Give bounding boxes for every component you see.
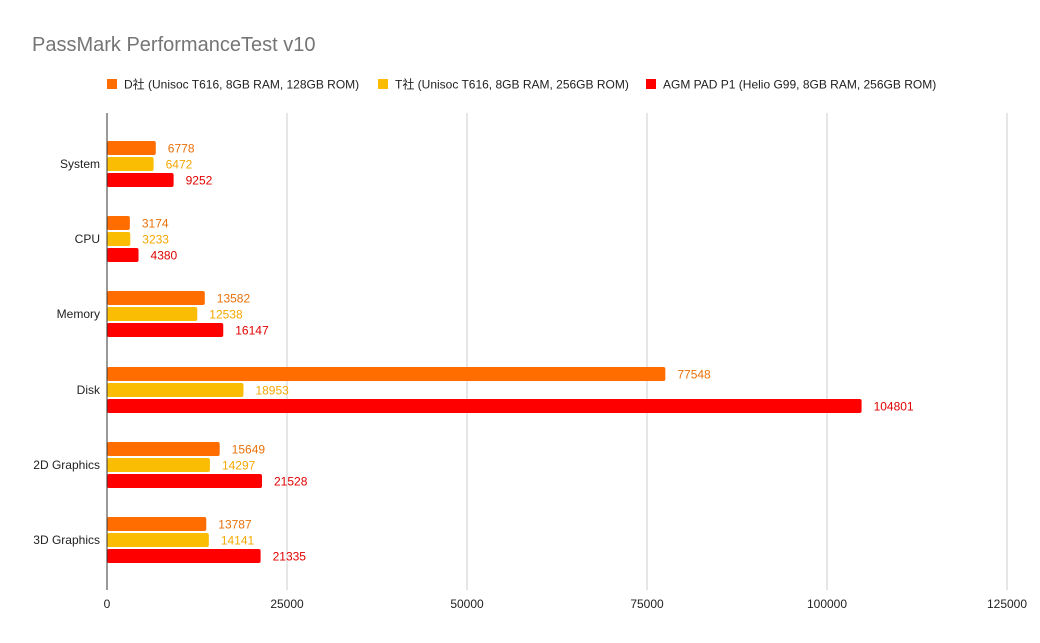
category-labels: System CPU Memory Disk 2D Graphics 3D Graphic… (33, 157, 101, 547)
bar-3-3 (107, 323, 224, 337)
data-label-2-2: 3233 (142, 233, 169, 247)
bar-1-1 (107, 141, 156, 155)
data-label-6-2: 14141 (221, 534, 255, 548)
x-tick-label-75000: 75000 (630, 597, 664, 611)
data-label-3-3: 16147 (235, 324, 269, 338)
bar-2-2 (107, 232, 131, 246)
x-tick-label-100000: 100000 (807, 597, 847, 611)
bar-5-2 (107, 458, 210, 472)
bar-5-3 (107, 474, 263, 488)
data-label-4-3: 104801 (874, 400, 914, 414)
bar-4-3 (107, 399, 862, 413)
legend-label-3: AGM PAD P1 (Helio G99, 8GB RAM, 256GB RO… (663, 78, 936, 92)
x-tick-labels: 0 25000 50000 75000 100000 125000 (104, 597, 1028, 611)
bar-6-3 (107, 549, 261, 563)
x-tick-label-125000: 125000 (987, 597, 1027, 611)
legend-label-2: T社 (Unisoc T616, 8GB RAM, 256GB ROM) (395, 77, 629, 92)
legend-swatch-2 (378, 79, 388, 89)
data-label-5-2: 14297 (222, 459, 256, 473)
category-label-5: 2D Graphics (33, 458, 100, 472)
category-label-3: Memory (57, 307, 100, 321)
category-label-6: 3D Graphics (33, 533, 100, 547)
legend: D社 (Unisoc T616, 8GB RAM, 128GB ROM) T社 (… (107, 77, 936, 92)
data-label-1-3: 9252 (186, 174, 213, 188)
data-label-6-3: 21335 (273, 550, 307, 564)
chart-title: PassMark PerformanceTest v10 (32, 34, 315, 56)
bar-4-1 (107, 367, 666, 381)
bar-4-2 (107, 383, 244, 397)
bar-1-2 (107, 157, 154, 171)
legend-swatch-1 (107, 79, 117, 89)
bar-6-1 (107, 517, 207, 531)
data-label-3-2: 12538 (209, 308, 243, 322)
data-label-5-1: 15649 (232, 443, 266, 457)
category-label-2: CPU (75, 232, 100, 246)
data-label-2-1: 3174 (142, 217, 169, 231)
bar-3-1 (107, 291, 205, 305)
category-label-4: Disk (77, 383, 101, 397)
category-label-1: System (60, 157, 100, 171)
data-label-6-1: 13787 (218, 518, 252, 532)
bar-3-2 (107, 307, 198, 321)
bar-5-1 (107, 442, 220, 456)
bar-6-2 (107, 533, 209, 547)
data-label-4-2: 18953 (255, 384, 289, 398)
x-tick-label-0: 0 (104, 597, 111, 611)
data-label-5-3: 21528 (274, 475, 308, 489)
data-label-1-1: 6778 (168, 142, 195, 156)
x-tick-label-25000: 25000 (270, 597, 304, 611)
data-label-1-2: 6472 (166, 158, 193, 172)
data-label-2-3: 4380 (151, 249, 178, 263)
legend-swatch-3 (646, 79, 656, 89)
gridlines (286, 113, 1008, 590)
legend-label-1: D社 (Unisoc T616, 8GB RAM, 128GB ROM) (124, 77, 359, 92)
data-labels: 6778 6472 9252 3174 3233 4380 13582 12538 16147 7… (142, 142, 914, 564)
x-tick-label-50000: 50000 (450, 597, 484, 611)
bar-1-3 (107, 173, 174, 187)
data-label-4-1: 77548 (677, 368, 711, 382)
bar-2-3 (107, 248, 139, 262)
bars (107, 141, 862, 563)
bar-2-1 (107, 216, 130, 230)
data-label-3-1: 13582 (217, 292, 251, 306)
